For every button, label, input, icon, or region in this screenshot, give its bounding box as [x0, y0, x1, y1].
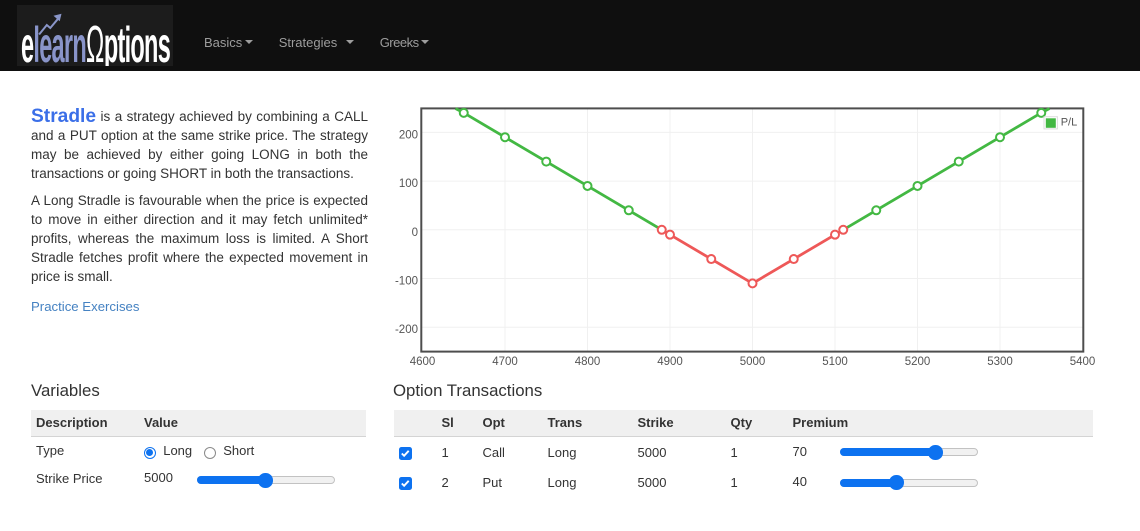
- svg-text:P/L: P/L: [1061, 117, 1078, 129]
- svg-text:-100: -100: [395, 276, 418, 288]
- svg-text:0: 0: [412, 227, 418, 239]
- svg-text:100: 100: [399, 178, 418, 190]
- svg-text:4800: 4800: [575, 356, 601, 368]
- svg-text:5300: 5300: [987, 356, 1013, 368]
- svg-text:200: 200: [399, 129, 418, 141]
- svg-text:-200: -200: [395, 324, 418, 336]
- svg-text:4900: 4900: [657, 356, 683, 368]
- svg-text:5000: 5000: [740, 356, 766, 368]
- svg-text:5400: 5400: [1070, 356, 1096, 368]
- svg-text:4700: 4700: [492, 356, 518, 368]
- svg-text:5200: 5200: [905, 356, 931, 368]
- svg-text:5100: 5100: [822, 356, 848, 368]
- svg-text:4600: 4600: [410, 356, 436, 368]
